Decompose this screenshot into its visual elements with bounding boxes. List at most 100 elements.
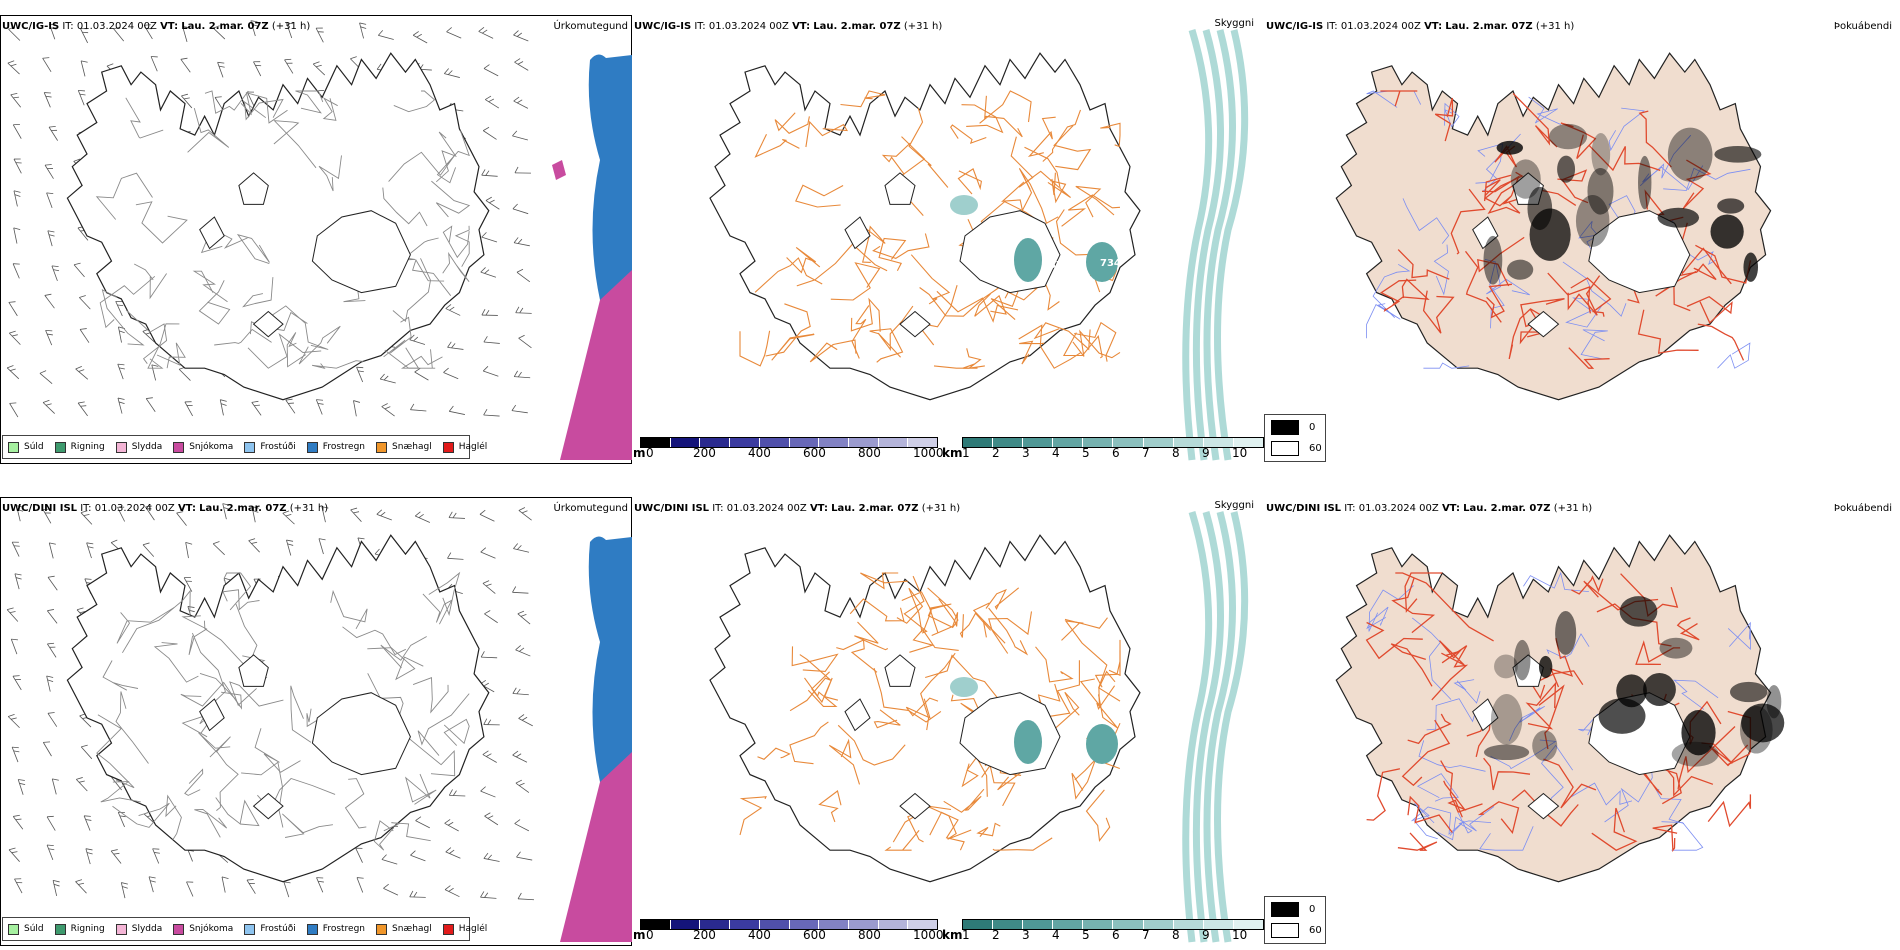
road-line — [1072, 329, 1121, 359]
glacier-outline — [844, 216, 871, 250]
low-visibility-patch — [1086, 242, 1118, 282]
precip-legend-item: Haglél — [442, 923, 487, 935]
road-line — [884, 830, 920, 851]
road-line — [1570, 277, 1612, 317]
cloudbase-tick: 600 — [803, 446, 826, 460]
road-line — [443, 718, 470, 746]
wind-barb — [14, 878, 23, 894]
wind-barb — [446, 27, 462, 39]
iceland-outline — [1335, 534, 1772, 883]
wind-barb — [444, 819, 459, 832]
precip-legend-label: Frostregn — [322, 924, 366, 934]
road-line — [1543, 758, 1597, 809]
wind-barb — [186, 881, 194, 897]
wind-barb — [176, 511, 187, 526]
precip-legend-item: Súld — [8, 923, 44, 935]
precip-legend-label: Frostúði — [260, 924, 296, 934]
road-line — [1637, 309, 1699, 354]
precip-type-map — [6, 20, 632, 460]
wind-barb — [46, 844, 55, 861]
wind-barb — [481, 232, 498, 243]
fog-indicator-blob — [1483, 744, 1530, 761]
road-line — [431, 180, 471, 218]
wind-barb — [484, 610, 498, 624]
road-line — [404, 773, 437, 805]
cloudbase-tick: 200 — [693, 928, 716, 942]
fog-indicator-blob — [1555, 610, 1577, 655]
wind-barb — [17, 779, 26, 795]
wind-barb — [445, 847, 461, 859]
road-line — [1464, 250, 1502, 323]
visibility-tick: 10 — [1232, 928, 1248, 942]
cloudbase-tick: 800 — [858, 446, 881, 460]
precip-legend-swatch — [244, 923, 256, 935]
road-line — [757, 747, 791, 760]
precip-legend-label: Snæhagl — [392, 442, 432, 452]
road-line — [1404, 572, 1443, 613]
wind-barb — [86, 542, 94, 559]
wind-barb — [251, 400, 262, 416]
cloudbase-tick: 600 — [803, 928, 826, 942]
road-line — [789, 654, 832, 712]
road-line — [393, 90, 436, 113]
road-line — [1663, 167, 1751, 191]
precip-legend-item: Snæhagl — [376, 441, 432, 453]
road-line — [908, 107, 949, 188]
visibility-panel: 637 734 UWC/IG-IS IT: 01.03.2024 00Z VT: … — [632, 0, 1264, 465]
road-line — [436, 130, 470, 184]
road-line — [754, 134, 800, 158]
fog-indicator-blob — [1739, 705, 1773, 754]
road-line — [1096, 685, 1119, 729]
road-line — [919, 281, 1009, 317]
road-line — [805, 120, 849, 148]
wind-barb — [383, 883, 399, 896]
cloudbase-unit: m — [633, 446, 646, 460]
road-line — [1064, 620, 1121, 702]
wind-barb — [443, 367, 459, 380]
wind-barb — [217, 61, 225, 78]
precip-legend-swatch — [54, 923, 66, 935]
fog-indicator-blob — [1494, 654, 1518, 679]
cloudbase-tick: 400 — [748, 446, 771, 460]
precip-legend-label: Slydda — [131, 442, 163, 452]
road-line — [988, 607, 1029, 656]
wind-barb — [246, 879, 256, 894]
wind-barb — [513, 370, 531, 379]
road-line — [1042, 109, 1082, 162]
road-line — [878, 237, 907, 271]
wind-barb — [73, 262, 85, 278]
wind-barb — [286, 539, 294, 556]
road-line — [1477, 801, 1520, 835]
road-line — [931, 598, 959, 637]
road-line — [976, 822, 1001, 837]
precip-legend-label: Súld — [24, 924, 44, 934]
precip-legend-item: Snjókoma — [173, 441, 233, 453]
wind-barb — [448, 405, 465, 415]
wind-barb — [184, 401, 193, 417]
road-line — [1727, 621, 1751, 651]
wind-barb — [181, 93, 193, 109]
glacier-outline — [238, 172, 269, 205]
fog-legend: 0 60 — [1264, 414, 1326, 462]
wind-barb — [47, 575, 58, 591]
visibility-unit: km — [942, 928, 963, 942]
road-line — [1440, 760, 1483, 813]
wind-barb — [350, 507, 362, 522]
road-line — [1484, 171, 1524, 207]
wind-barb — [44, 164, 54, 179]
wind-barb — [516, 268, 531, 283]
wind-barb — [51, 265, 60, 282]
wind-barb — [47, 642, 57, 658]
snow-spot — [552, 160, 566, 180]
road-line — [215, 750, 239, 811]
road-line — [1511, 789, 1579, 827]
fog-indicator-blob — [1514, 639, 1531, 681]
precip-legend: Súld Rigning Slydda Snjókoma Frostúði Frostre… — [2, 917, 487, 941]
wind-barb — [143, 24, 153, 40]
fog-legend-row: 60 — [1271, 441, 1322, 456]
wind-barb — [484, 812, 499, 826]
fog-indicator-blob — [1496, 140, 1524, 155]
visibility-tick: 8 — [1172, 446, 1180, 460]
panel-header: UWC/IG-IS IT: 01.03.2024 00Z VT: Lau. 2.… — [1266, 21, 1575, 32]
visibility-map: 637 734 — [709, 28, 1249, 461]
